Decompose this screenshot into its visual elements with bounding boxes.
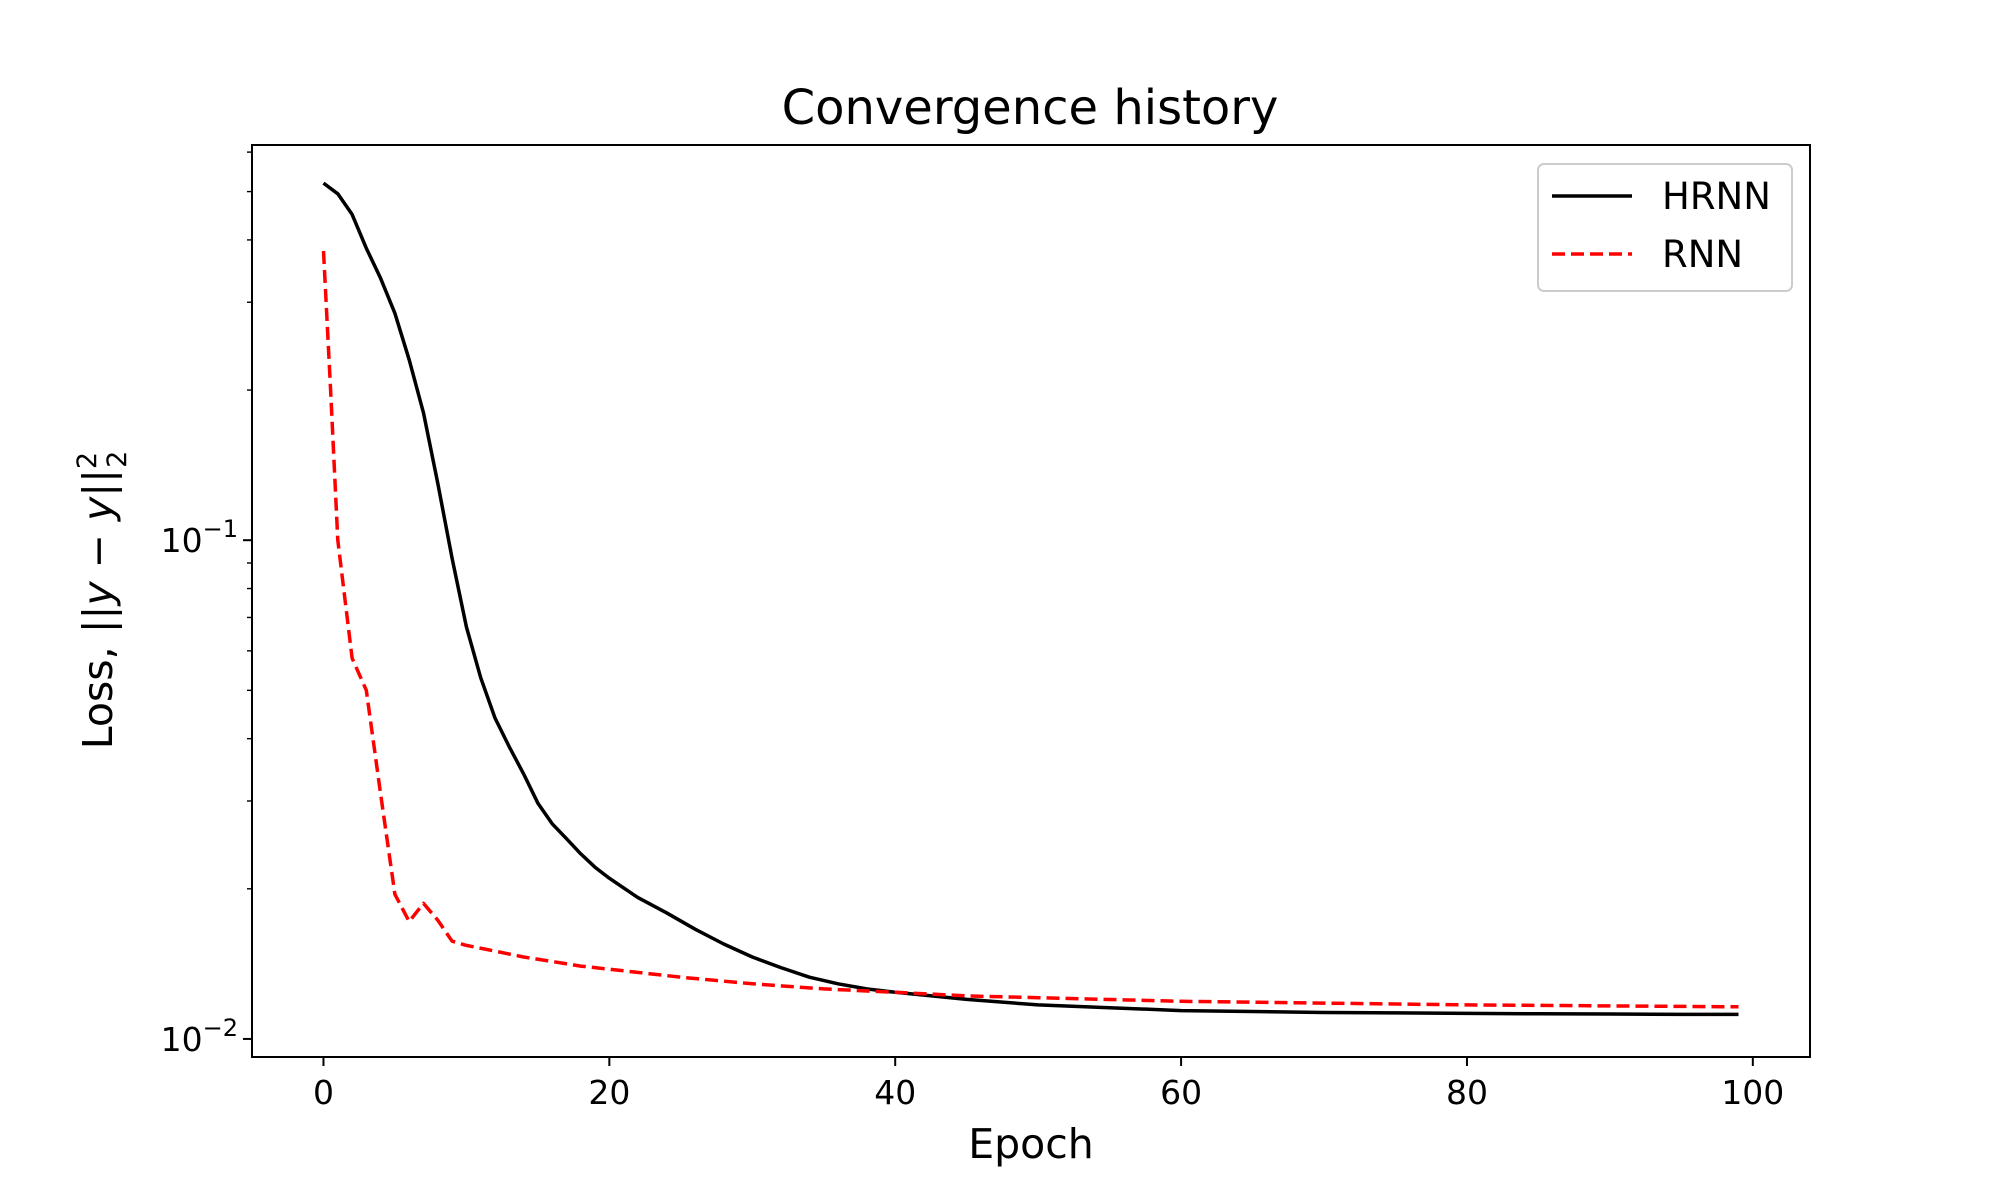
y-tick-label: 10−1 — [161, 515, 238, 560]
x-tick-label: 100 — [1721, 1073, 1784, 1112]
x-tick-label: 40 — [874, 1073, 916, 1112]
series-line-hrnn — [322, 181, 1739, 1017]
y-axis-title-ydot: y — [74, 581, 122, 608]
y-axis-title: Loss, ||y − y||22 — [72, 451, 133, 750]
x-tick-label: 80 — [1446, 1073, 1488, 1112]
x-axis-title: Epoch — [968, 1120, 1094, 1168]
series-layer — [321, 181, 1739, 1017]
y-tick-label: 10−2 — [161, 1014, 238, 1059]
y-axis-title-norm: || — [74, 469, 122, 497]
y-tick-label-exponent: −1 — [203, 515, 238, 543]
y-axis-title-subscript: 2 — [102, 451, 133, 468]
plot-frame — [251, 144, 1811, 1058]
y-axis-title-main: Loss, || — [74, 606, 122, 750]
series-line-rnn — [321, 250, 1739, 1009]
y-axis-title-minus: − — [74, 521, 122, 581]
y-axis-title-superscript: 2 — [72, 452, 103, 469]
plot-area — [251, 144, 1811, 1058]
chart-title: Convergence history — [782, 80, 1279, 136]
legend-label-hrnn: HRNN — [1662, 175, 1771, 218]
x-axis-ticks: 0 20 40 60 80 100 — [313, 1057, 1784, 1112]
y-axis-ticks: 10−110−2 — [161, 151, 252, 1059]
legend-label-rnn: RNN — [1662, 233, 1743, 276]
y-tick-label-exponent: −2 — [203, 1014, 238, 1042]
y-tick-label-base: 10 — [161, 521, 203, 560]
x-tick-label: 0 — [313, 1073, 334, 1112]
legend: HRNN RNN — [1537, 163, 1793, 292]
x-tick-label: 60 — [1160, 1073, 1202, 1112]
y-axis-title-yhat: y — [74, 496, 122, 523]
y-tick-label-base: 10 — [161, 1020, 203, 1059]
x-tick-label: 20 — [588, 1073, 630, 1112]
